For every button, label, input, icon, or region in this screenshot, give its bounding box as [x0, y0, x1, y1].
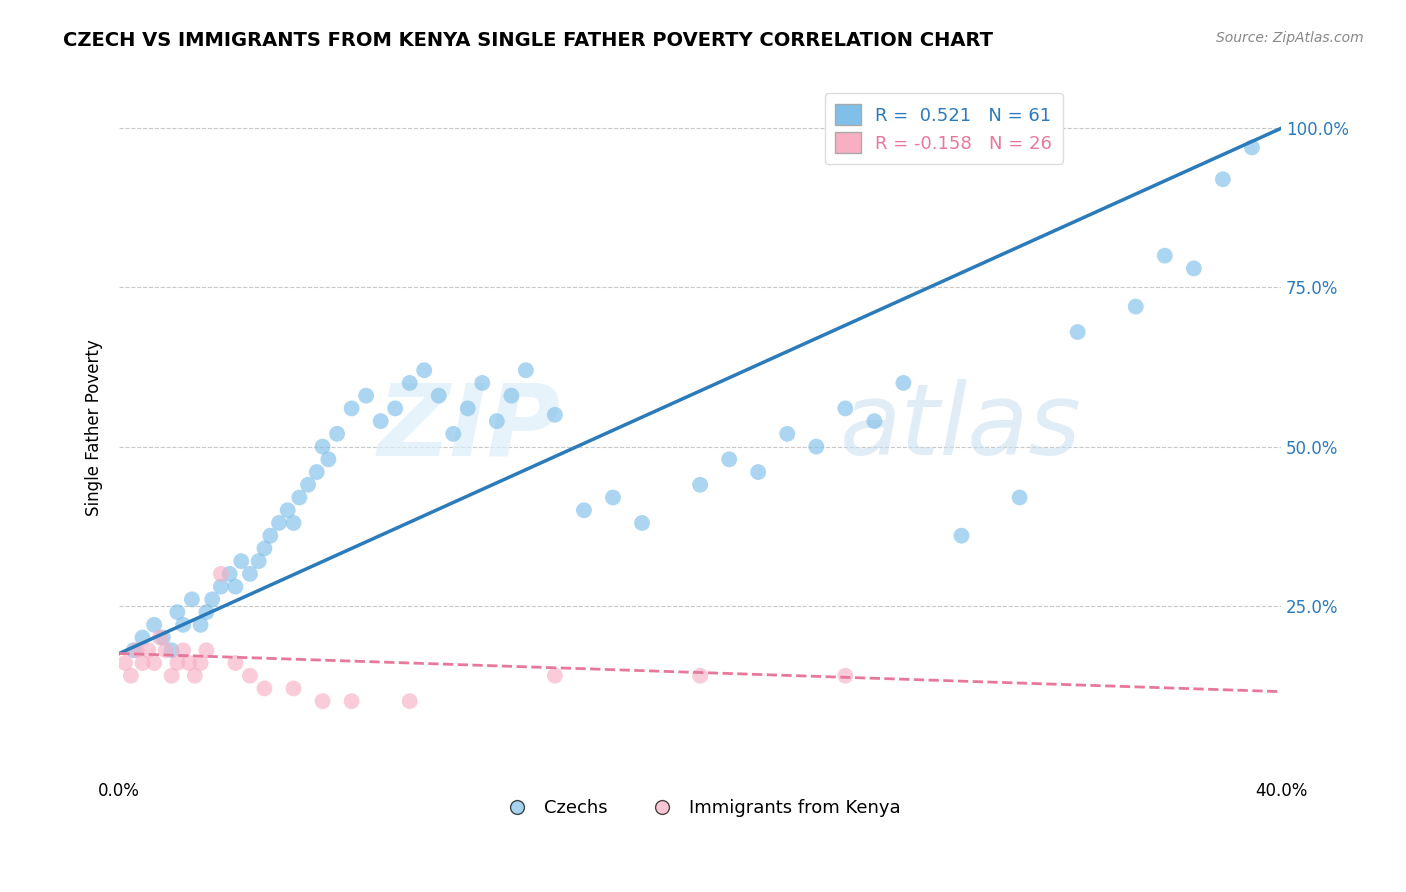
Point — [501, 389, 523, 403]
Point — [160, 669, 183, 683]
Point — [131, 656, 153, 670]
Point — [340, 401, 363, 416]
Point — [1125, 300, 1147, 314]
Point — [631, 516, 654, 530]
Point — [515, 363, 537, 377]
Point — [398, 376, 420, 390]
Point — [457, 401, 479, 416]
Point — [1240, 140, 1263, 154]
Point — [485, 414, 508, 428]
Point — [398, 694, 420, 708]
Point — [834, 669, 856, 683]
Y-axis label: Single Father Poverty: Single Father Poverty — [86, 339, 103, 516]
Point — [218, 566, 240, 581]
Point — [1008, 491, 1031, 505]
Point — [231, 554, 253, 568]
Point — [120, 669, 142, 683]
Text: CZECH VS IMMIGRANTS FROM KENYA SINGLE FATHER POVERTY CORRELATION CHART: CZECH VS IMMIGRANTS FROM KENYA SINGLE FA… — [63, 31, 993, 50]
Point — [689, 477, 711, 491]
Point — [311, 440, 333, 454]
Point — [177, 656, 200, 670]
Point — [201, 592, 224, 607]
Point — [259, 529, 281, 543]
Point — [136, 643, 159, 657]
Point — [1212, 172, 1234, 186]
Point — [747, 465, 769, 479]
Point — [224, 580, 246, 594]
Point — [195, 605, 218, 619]
Point — [131, 631, 153, 645]
Point — [247, 554, 270, 568]
Point — [311, 694, 333, 708]
Point — [184, 669, 207, 683]
Point — [806, 440, 828, 454]
Point — [143, 656, 166, 670]
Point — [166, 605, 188, 619]
Point — [834, 401, 856, 416]
Point — [209, 566, 232, 581]
Point — [776, 426, 799, 441]
Text: ZIP: ZIP — [378, 379, 561, 476]
Point — [155, 643, 177, 657]
Point — [122, 643, 145, 657]
Point — [572, 503, 595, 517]
Point — [125, 643, 148, 657]
Point — [1182, 261, 1205, 276]
Point — [413, 363, 436, 377]
Point — [253, 541, 276, 556]
Point — [950, 529, 973, 543]
Legend: Czechs, Immigrants from Kenya: Czechs, Immigrants from Kenya — [492, 792, 908, 824]
Point — [172, 617, 194, 632]
Point — [1066, 325, 1088, 339]
Point — [718, 452, 741, 467]
Point — [318, 452, 340, 467]
Point — [305, 465, 328, 479]
Point — [544, 669, 567, 683]
Point — [114, 656, 136, 670]
Point — [288, 491, 311, 505]
Point — [354, 389, 377, 403]
Point — [340, 694, 363, 708]
Point — [384, 401, 406, 416]
Point — [190, 656, 212, 670]
Point — [863, 414, 886, 428]
Point — [544, 408, 567, 422]
Point — [267, 516, 290, 530]
Point — [689, 669, 711, 683]
Point — [143, 617, 166, 632]
Point — [239, 566, 262, 581]
Point — [297, 477, 319, 491]
Point — [370, 414, 392, 428]
Text: Source: ZipAtlas.com: Source: ZipAtlas.com — [1216, 31, 1364, 45]
Point — [283, 681, 305, 696]
Text: atlas: atlas — [839, 379, 1081, 476]
Point — [471, 376, 494, 390]
Point — [160, 643, 183, 657]
Point — [277, 503, 299, 517]
Point — [441, 426, 464, 441]
Point — [190, 617, 212, 632]
Point — [166, 656, 188, 670]
Point — [893, 376, 915, 390]
Point — [149, 631, 172, 645]
Point — [1153, 249, 1175, 263]
Point — [209, 580, 232, 594]
Point — [283, 516, 305, 530]
Point — [239, 669, 262, 683]
Point — [427, 389, 450, 403]
Point — [602, 491, 624, 505]
Point — [195, 643, 218, 657]
Point — [180, 592, 202, 607]
Point — [224, 656, 246, 670]
Point — [326, 426, 349, 441]
Point — [172, 643, 194, 657]
Point — [152, 631, 174, 645]
Point — [253, 681, 276, 696]
